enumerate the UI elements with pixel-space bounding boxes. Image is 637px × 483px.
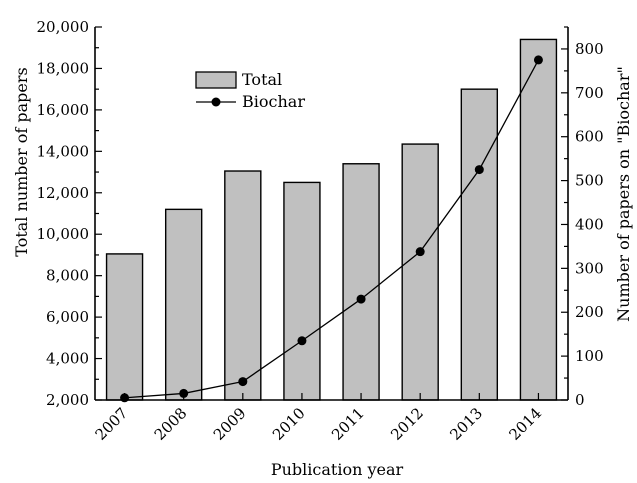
bar-total-2008: [164, 208, 203, 401]
bars-group: [105, 38, 558, 401]
x-tick-label: 2008: [151, 404, 191, 444]
legend-label-total: Total: [242, 70, 282, 89]
bar-total-2007: [105, 253, 144, 401]
y-axis-title: Total number of papers: [12, 67, 31, 256]
y-tick-label: 14,000: [37, 142, 90, 160]
bar-total-2014: [519, 38, 558, 401]
x-tick-label: 2012: [387, 404, 427, 444]
legend: Total Biochar: [195, 70, 305, 111]
x-tick-label: 2014: [506, 404, 546, 444]
y2-tick-label: 100: [575, 347, 604, 365]
y2-tick-label: 400: [575, 215, 604, 233]
bar-total-2009: [224, 170, 262, 401]
y2-tick-label: 800: [575, 40, 604, 58]
bar-total-2011: [342, 163, 380, 401]
bar-total-2012: [401, 143, 439, 401]
biochar-point-2014: [533, 55, 543, 65]
x-tick-label: 2013: [446, 404, 486, 444]
x-tick-label: 2007: [92, 404, 132, 444]
y-tick-label: 18,000: [37, 59, 90, 77]
biochar-point-2009: [238, 377, 248, 387]
bar-total-2013: [460, 88, 499, 401]
y2-tick-label: 0: [575, 391, 585, 409]
biochar-point-2012: [415, 247, 425, 257]
biochar-point-2013: [474, 165, 484, 175]
y-tick-label: 2,000: [46, 391, 89, 409]
biochar-line: [124, 59, 540, 399]
y2-tick-label: 500: [575, 172, 604, 190]
biochar-point-2010: [297, 336, 307, 346]
y2-tick-label: 200: [575, 303, 604, 321]
y-tick-label: 4,000: [46, 350, 89, 368]
x-tick-label: 2010: [269, 404, 309, 444]
bar-total-2010: [283, 181, 321, 401]
legend-label-biochar: Biochar: [242, 92, 305, 111]
y-tick-label: 8,000: [46, 267, 89, 285]
y-tick-label: 20,000: [37, 18, 90, 36]
legend-swatch-total: [195, 71, 237, 89]
x-axis-title: Publication year: [271, 460, 404, 479]
x-tick-label: 2009: [210, 404, 250, 444]
y2-axis-title: Number of papers on "Biochar": [614, 66, 633, 322]
y-tick-label: 6,000: [46, 308, 89, 326]
y2-tick-label: 700: [575, 84, 604, 102]
x-tick-label: 2011: [328, 404, 368, 444]
biochar-point-2011: [356, 294, 366, 304]
legend-swatch-biochar-marker: [211, 97, 221, 107]
y2-tick-label: 300: [575, 259, 604, 277]
y-tick-label: 12,000: [37, 184, 90, 202]
y2-tick-label: 600: [575, 128, 604, 146]
y-tick-label: 10,000: [37, 225, 90, 243]
y-tick-label: 16,000: [37, 101, 90, 119]
biochar-line-group: [120, 55, 543, 403]
